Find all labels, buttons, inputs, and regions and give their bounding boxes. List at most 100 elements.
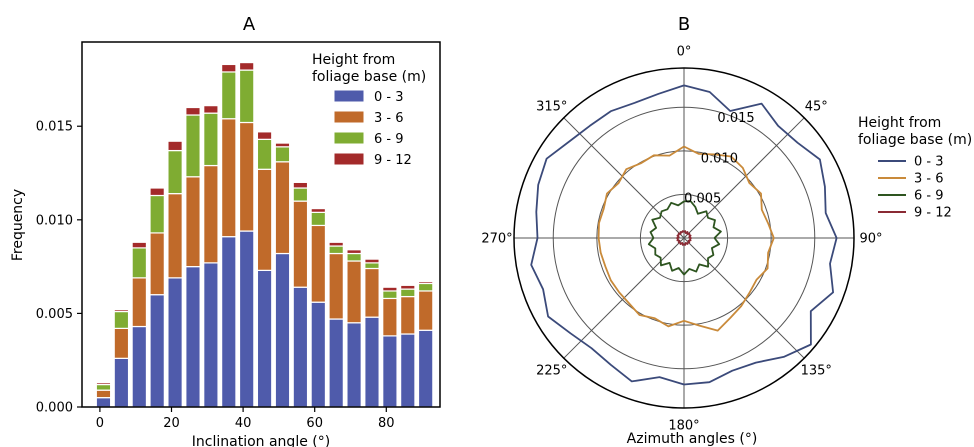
panel-a-bar-chart: A 0 20 40 60 80 0.000 0.005 0.010 0.015 Inclina… [10,14,441,447]
bar-1-6 [185,266,201,408]
x-axis-ticks: 0 20 40 60 80 [96,407,395,431]
x-tick-label: 60 [306,416,323,431]
bar-1-2 [113,357,130,408]
x-tick-label: 40 [235,416,252,431]
legend-swatch [333,131,365,145]
legend-items: 0 - 3 3 - 6 6 - 9 9 - 12 [333,89,412,168]
bar-4-3 [131,241,148,249]
bar-2-14 [328,252,344,320]
radial-tick-labels: 0.005 0.010 0.015 [684,111,755,207]
legend-label: 9 - 12 [374,153,412,168]
bar-1-18 [400,333,416,408]
bar-2-15 [346,260,362,324]
bar-4-16 [364,258,380,264]
bar-4-9 [238,61,255,71]
bar-1-5 [167,277,183,408]
bar-4-2 [113,309,130,313]
bar-2-10 [256,168,273,271]
polar-line-3 [647,200,722,276]
bar-4-11 [274,142,291,148]
bar-4-14 [328,241,344,247]
theta-tick-label: 45° [805,99,828,114]
x-tick-label: 0 [96,416,104,431]
bar-1-10 [256,269,273,408]
bar-1-7 [203,262,219,408]
panel-a-title: A [243,14,256,35]
theta-tick-label: 225° [536,364,567,379]
bar-3-10 [256,138,273,170]
legend-label: 6 - 9 [374,132,404,147]
bar-4-13 [310,207,327,213]
panel-a-axes-frame [81,41,441,408]
legend-swatch [333,89,365,103]
panel-b-legend: Height from foliage base (m) 0 - 3 3 - 6 6… [858,115,972,221]
polar-line-4 [676,230,692,246]
bar-4-8 [221,63,237,73]
bar-3-15 [346,252,362,262]
legend-items: 0 - 3 3 - 6 6 - 9 9 - 12 [878,155,952,221]
legend-label: 3 - 6 [374,111,404,126]
bar-3-16 [364,262,380,270]
bar-3-4 [149,194,165,234]
bar-2-2 [113,327,130,359]
legend-label: 6 - 9 [914,189,944,204]
legend-label: 3 - 6 [914,172,944,187]
bar-3-2 [113,310,130,329]
x-axis-label: Inclination angle (°) [192,434,330,447]
legend-label: 0 - 3 [374,90,404,105]
y-tick-label: 0.010 [36,213,73,228]
x-tick-label: 80 [378,416,395,431]
bar-3-1 [95,383,112,391]
bar-2-4 [149,232,165,296]
bar-3-17 [382,290,398,300]
bar-2-7 [203,164,219,264]
bar-2-8 [221,118,237,238]
x-tick-label: 20 [163,416,180,431]
bar-3-3 [131,247,148,279]
y-tick-label: 0.000 [36,401,73,416]
bar-1-1 [95,397,112,408]
bar-2-19 [417,290,434,331]
bar-3-6 [185,114,201,178]
radial-tick-label: 0.015 [717,111,754,126]
bar-1-17 [382,335,398,408]
bar-1-14 [328,318,344,408]
bar-3-9 [238,69,255,124]
bar-4-17 [382,286,398,292]
bar-2-16 [364,267,380,318]
radial-tick-label: 0.010 [701,151,738,166]
bar-1-12 [292,286,309,408]
legend-title-line-1: Height from [858,115,941,131]
bar-1-4 [149,294,165,408]
bar-2-18 [400,295,416,335]
theta-tick-label: 315° [536,99,567,114]
polar-grid-spoke [563,117,685,239]
polar-series-lines [530,84,838,386]
bar-3-12 [292,187,309,202]
y-axis-label: Frequency [10,189,26,261]
theta-tick-label: 90° [859,232,882,247]
bar-2-9 [238,121,255,232]
panel-b-title: B [678,14,690,35]
bar-1-15 [346,322,362,408]
bar-3-11 [274,146,291,163]
bar-4-19 [417,280,434,285]
bar-1-16 [364,316,380,408]
stacked-bars [95,61,434,408]
bar-2-5 [167,193,183,279]
theta-tick-label: 270° [481,232,512,247]
bar-3-13 [310,211,327,227]
bar-3-5 [167,149,183,195]
polar-grid [514,68,854,408]
bar-2-13 [310,224,327,303]
bar-2-12 [292,200,309,288]
bar-2-17 [382,297,398,337]
bar-1-3 [131,325,148,408]
legend-label: 0 - 3 [914,155,944,170]
legend-title-line-2: foliage base (m) [858,132,972,148]
y-tick-label: 0.015 [36,120,73,135]
bar-2-6 [185,176,201,268]
theta-tick-label: 135° [801,364,832,379]
bar-3-19 [417,282,434,292]
